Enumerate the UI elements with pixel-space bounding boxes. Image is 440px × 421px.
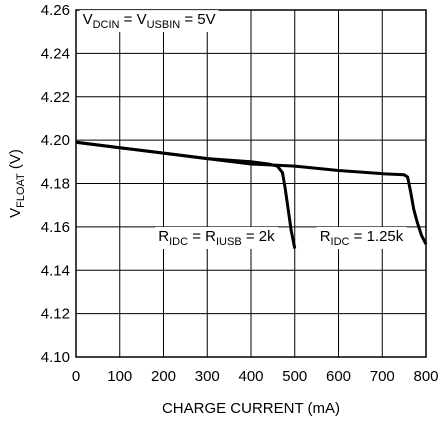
grid: [75, 9, 427, 358]
y-tick-label-1: 4.12: [41, 306, 70, 323]
annotation-text-2: RIDC = 1.25k: [320, 228, 404, 248]
annotation-bg-1: [155, 226, 279, 249]
annotation-0-part-4: = 5V: [180, 11, 215, 28]
y-tick-label-5: 4.20: [41, 132, 70, 149]
x-tick-label-3: 300: [195, 368, 220, 385]
annotation-2-part-1: IDC: [331, 236, 350, 248]
annotation-1-part-0: R: [158, 228, 169, 245]
y-tick-label-7: 4.24: [41, 45, 70, 62]
y-axis-label-unit: (V): [7, 149, 24, 173]
x-tick-labels: 0 100 200 300 400 500 600 700 800: [72, 368, 439, 385]
annotation-1-part-3: IUSB: [216, 236, 242, 248]
annotation-bg-2: [316, 226, 407, 249]
x-tick-label-7: 700: [370, 368, 395, 385]
y-tick-label-2: 4.14: [41, 262, 70, 279]
y-tick-label-3: 4.16: [41, 219, 70, 236]
annotation-0-part-1: DCIN: [93, 19, 120, 31]
annotation-2-part-0: R: [320, 228, 331, 245]
annotation-1-part-1: IDC: [169, 236, 188, 248]
x-tick-label-2: 200: [151, 368, 176, 385]
annotation-0-part-0: V: [83, 11, 93, 28]
annotation-1: RIDC = RIUSB = 2k: [155, 226, 279, 249]
annotation-1-part-2: = R: [188, 228, 216, 245]
series-line-1: [75, 140, 428, 245]
x-tick-label-0: 0: [72, 368, 80, 385]
x-tick-label-1: 100: [107, 368, 132, 385]
x-axis-label: CHARGE CURRENT (mA): [162, 400, 340, 417]
annotation-text-0: VDCIN = VUSBIN = 5V: [83, 11, 216, 31]
plot-border: [75, 9, 427, 358]
y-tick-label-8: 4.26: [41, 2, 70, 19]
annotation-2: RIDC = 1.25k: [316, 226, 407, 249]
y-axis-label-sub: FLOAT: [15, 173, 27, 208]
x-tick-label-4: 400: [238, 368, 263, 385]
y-tick-label-4: 4.18: [41, 176, 70, 193]
y-axis-label: VFLOAT (V): [7, 149, 27, 218]
plot-frame: [75, 9, 427, 358]
annotation-0: VDCIN = VUSBIN = 5V: [79, 10, 219, 33]
annotation-1-part-4: = 2k: [242, 228, 275, 245]
x-tick-label-6: 600: [326, 368, 351, 385]
x-tick-label-8: 800: [413, 368, 438, 385]
y-tick-label-0: 4.10: [41, 349, 70, 366]
annotation-bg-0: [79, 10, 219, 33]
y-axis-label-main: V: [7, 208, 24, 218]
series-layer: [75, 140, 428, 249]
y-tick-label-6: 4.22: [41, 89, 70, 106]
annotation-text-1: RIDC = RIUSB = 2k: [158, 228, 275, 248]
annotation-0-part-2: = V: [119, 11, 146, 28]
annotation-0-part-3: USBIN: [147, 19, 181, 31]
annotation-2-part-2: = 1.25k: [349, 228, 403, 245]
y-tick-labels: 4.10 4.12 4.14 4.16 4.18 4.20 4.22 4.24 4.26: [41, 2, 70, 366]
x-tick-label-5: 500: [282, 368, 307, 385]
